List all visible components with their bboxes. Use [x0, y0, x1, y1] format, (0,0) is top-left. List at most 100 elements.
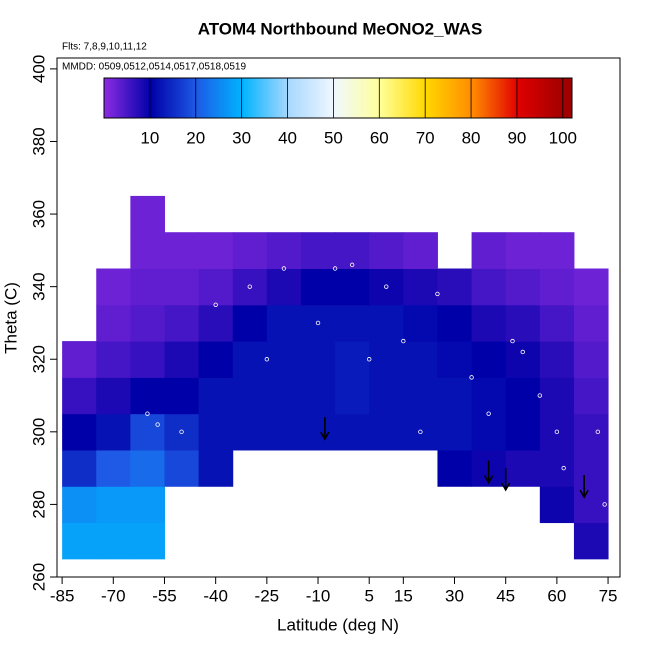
- colorbar-swatch: [486, 78, 489, 118]
- colorbar-swatch: [394, 78, 397, 118]
- colorbar-swatch: [158, 78, 161, 118]
- colorbar-swatch: [284, 78, 287, 118]
- annotation: Flts: 7,8,9,10,11,12: [62, 42, 147, 53]
- sample-point: [384, 284, 389, 289]
- colorbar-swatch: [130, 78, 133, 118]
- colorbar-swatch: [474, 78, 477, 118]
- colorbar-swatch: [298, 78, 301, 118]
- colorbar-tick-label: 10: [140, 128, 159, 147]
- colorbar-swatch: [302, 78, 305, 118]
- colorbar-swatch: [386, 78, 389, 118]
- sample-point: [588, 248, 594, 253]
- colorbar-swatch: [282, 78, 285, 118]
- heatmap-cell: [403, 304, 438, 342]
- x-tick-label: -55: [152, 586, 177, 605]
- sample-point: [435, 291, 440, 297]
- colorbar-swatch: [542, 78, 545, 118]
- heatmap-cell: [96, 522, 131, 560]
- plot-frame: [56, 57, 621, 578]
- colorbar-swatch: [518, 78, 521, 118]
- colorbar-tick-label: 100: [549, 128, 577, 147]
- colorbar-swatch: [382, 78, 385, 118]
- colorbar-swatch: [358, 78, 361, 118]
- heatmap-cell: [471, 377, 507, 415]
- colorbar-swatch: [500, 78, 503, 118]
- colorbar-swatch: [212, 78, 215, 118]
- heatmap-cell: [198, 304, 234, 342]
- sample-point: [581, 230, 587, 235]
- colorbar-swatch: [538, 78, 541, 118]
- colorbar-tick-label: 20: [186, 128, 205, 147]
- heatmap-cell: [573, 341, 609, 378]
- colorbar-swatch: [472, 78, 475, 118]
- colorbar-swatch: [498, 78, 501, 118]
- heatmap-cell: [232, 377, 268, 415]
- heatmap-cell: [335, 304, 370, 342]
- y-tick-label: 300: [29, 418, 48, 446]
- colorbar-swatch: [262, 78, 265, 118]
- heatmap-cell: [505, 232, 541, 270]
- colorbar-swatch: [132, 78, 135, 118]
- heatmap-cell: [539, 449, 575, 487]
- heatmap-cell: [437, 377, 473, 415]
- colorbar-swatch: [434, 78, 437, 118]
- colorbar-swatch: [312, 78, 315, 118]
- colorbar-swatch: [234, 78, 237, 118]
- colorbar-swatch: [270, 78, 273, 118]
- colorbar-swatch: [118, 78, 121, 118]
- colorbar-swatch: [186, 78, 189, 118]
- colorbar-swatch: [166, 78, 169, 118]
- colorbar-swatch: [334, 78, 337, 118]
- colorbar-swatch: [310, 78, 313, 118]
- colorbar-swatch: [288, 78, 291, 118]
- heatmap-cell: [164, 232, 200, 270]
- colorbar-swatch: [524, 78, 527, 118]
- colorbar-swatch: [550, 78, 553, 118]
- heatmap-cell: [164, 377, 200, 415]
- heatmap-cell: [96, 341, 131, 378]
- colorbar-swatch: [136, 78, 139, 118]
- heatmap-cell: [232, 341, 268, 378]
- arrow: [483, 460, 494, 485]
- heatmap-cell: [471, 413, 507, 451]
- colorbar-swatch: [188, 78, 191, 118]
- colorbar-swatch: [554, 78, 557, 118]
- colorbar-swatch: [276, 78, 279, 118]
- heatmap-cell: [573, 413, 609, 451]
- chart-title: ATOM4 Northbound MeONO2_WAS: [198, 19, 483, 38]
- colorbar-swatch: [390, 78, 393, 118]
- colorbar-swatch: [526, 78, 529, 118]
- heatmap-cell: [130, 232, 165, 270]
- heatmap-cell: [437, 449, 473, 487]
- colorbar-swatch: [502, 78, 505, 118]
- colorbar-swatch: [496, 78, 499, 118]
- colorbar-swatch: [324, 78, 327, 118]
- colorbar-tick-label: 90: [507, 128, 526, 147]
- colorbar-swatch: [146, 78, 149, 118]
- colorbar-swatch: [530, 78, 533, 118]
- colorbar-swatch: [544, 78, 547, 118]
- sample-point: [247, 284, 252, 289]
- colorbar-swatch: [506, 78, 509, 118]
- heatmap-cell: [164, 449, 200, 487]
- colorbar-swatch: [266, 78, 269, 118]
- colorbar-swatch: [280, 78, 283, 118]
- colorbar-swatch: [570, 78, 573, 118]
- heatmap-cell: [198, 377, 234, 415]
- heatmap-cell: [62, 449, 97, 487]
- heatmap-cell: [266, 304, 302, 342]
- colorbar-swatch: [364, 78, 367, 118]
- x-tick-label: -85: [50, 586, 75, 605]
- colorbar-swatch: [330, 78, 333, 118]
- heatmap-cell: [300, 232, 336, 270]
- heatmap-cell: [369, 377, 404, 415]
- colorbar-swatch: [564, 78, 567, 118]
- heatmap-cell: [369, 304, 404, 342]
- colorbar-swatch: [124, 78, 127, 118]
- colorbar-swatch: [344, 78, 347, 118]
- colorbar-swatch: [562, 78, 565, 118]
- heatmap-cell: [539, 486, 575, 524]
- colorbar-swatch: [230, 78, 233, 118]
- heatmap-cell: [232, 304, 268, 342]
- sample-point: [602, 502, 607, 507]
